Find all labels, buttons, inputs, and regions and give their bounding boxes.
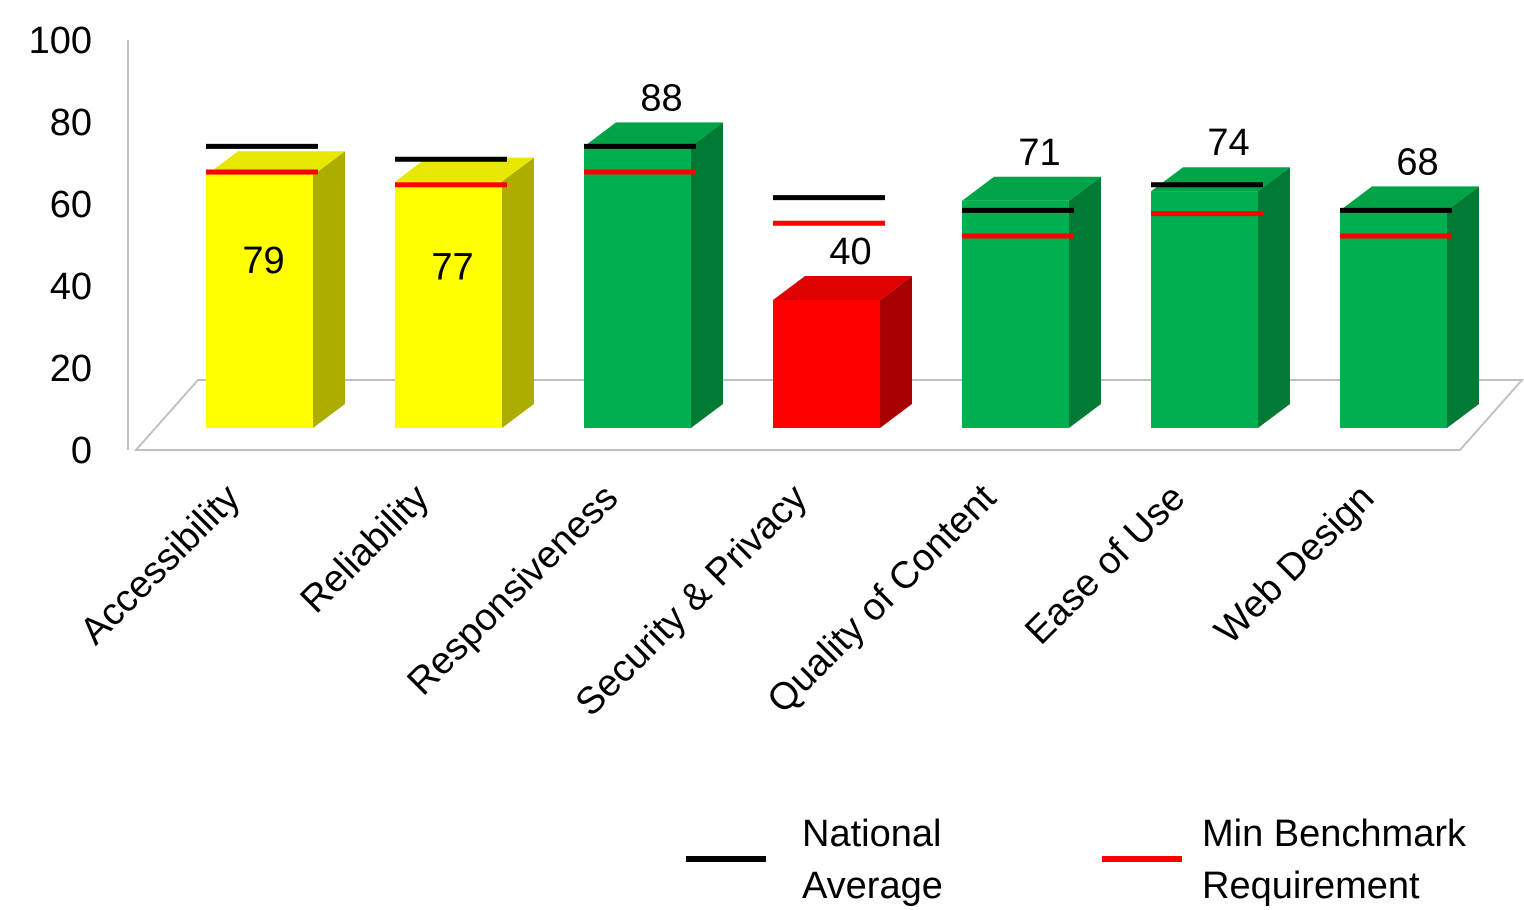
category-labels: Accessibility ReliabilityResponsivenessSe…	[72, 476, 1382, 724]
legend-label-line1: Min Benchmark	[1202, 813, 1467, 855]
reference-lines	[206, 143, 1452, 239]
category-label: Ease of Use	[1017, 477, 1193, 653]
bar-top	[206, 151, 345, 176]
floor-plane	[133, 379, 1524, 451]
y-tick-label: 60	[50, 184, 92, 226]
bar	[1340, 186, 1479, 428]
legend-item: Min Benchmark Requirement	[1102, 813, 1467, 907]
bar	[773, 276, 912, 428]
data-label: 74	[1207, 122, 1249, 164]
bar	[206, 151, 345, 428]
bar	[395, 157, 534, 428]
bars	[206, 122, 1479, 429]
bar-side	[880, 276, 912, 428]
bar-front	[395, 181, 502, 428]
data-label: 79	[242, 240, 284, 282]
bar-front	[1151, 191, 1258, 428]
y-tick-label: 100	[29, 20, 92, 62]
bar	[584, 122, 723, 429]
data-label: 40	[829, 231, 871, 273]
bar-top	[773, 276, 912, 300]
bar-side	[1447, 186, 1479, 428]
bar-side	[313, 151, 345, 428]
legend: National Average Min Benchmark Requirement	[686, 813, 1467, 907]
bar-front	[584, 146, 691, 428]
bar-top	[584, 122, 723, 147]
data-label: 88	[640, 77, 682, 119]
bar-side	[1069, 176, 1101, 428]
data-label: 77	[431, 247, 473, 289]
data-labels: 79 77 88 40 71 74 68	[242, 77, 1438, 288]
chart-floor	[127, 40, 1524, 451]
y-axis: 0 20 40 60 80 100	[29, 20, 92, 472]
bar-front	[206, 175, 313, 428]
bar-front	[962, 200, 1069, 428]
bar-top	[962, 176, 1101, 201]
category-label: Reliability	[293, 477, 438, 622]
bar	[1151, 167, 1290, 428]
y-tick-label: 0	[71, 430, 92, 472]
bar-side	[1258, 167, 1290, 428]
category-label: Web Design	[1207, 477, 1383, 653]
legend-label-line2: Requirement	[1202, 865, 1420, 907]
bar-top	[395, 157, 534, 182]
bar-front	[773, 300, 880, 428]
bar-top	[1340, 186, 1479, 211]
y-tick-label: 40	[50, 266, 92, 308]
bar-side	[691, 122, 723, 429]
bar-side	[502, 157, 534, 428]
legend-item: National Average	[686, 813, 943, 907]
data-label: 68	[1396, 141, 1438, 183]
legend-label-line2: Average	[802, 865, 943, 907]
bar	[962, 176, 1101, 428]
category-label: Accessibility	[72, 477, 248, 653]
legend-label-line1: National	[802, 813, 941, 855]
y-tick-label: 80	[50, 102, 92, 144]
y-tick-label: 20	[50, 348, 92, 390]
bar-front	[1340, 210, 1447, 428]
data-label: 71	[1018, 132, 1060, 174]
